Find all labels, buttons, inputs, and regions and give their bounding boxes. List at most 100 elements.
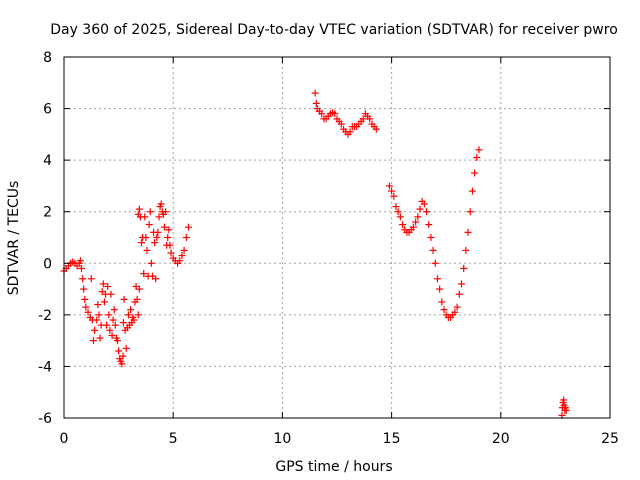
- data-point: [433, 275, 441, 283]
- data-point: [107, 290, 115, 298]
- data-point: [133, 295, 141, 303]
- data-point: [147, 259, 155, 267]
- data-point: [318, 110, 326, 118]
- x-tick-label: 0: [60, 431, 69, 447]
- data-point: [385, 182, 393, 190]
- y-tick-label: 8: [43, 50, 52, 66]
- data-point: [409, 223, 417, 231]
- data-point: [100, 298, 108, 306]
- data-point: [103, 321, 111, 329]
- data-point: [135, 205, 143, 213]
- data-point: [95, 311, 103, 319]
- data-point: [438, 298, 446, 306]
- data-point: [109, 316, 117, 324]
- data-point: [155, 213, 163, 221]
- x-tick-label: 20: [492, 431, 510, 447]
- data-point: [122, 344, 130, 352]
- axis-ticks: [63, 56, 611, 419]
- data-point: [152, 275, 160, 283]
- data-point: [84, 308, 92, 316]
- data-point: [176, 257, 184, 265]
- data-point: [93, 316, 101, 324]
- data-point: [180, 246, 188, 254]
- data-point: [119, 319, 127, 327]
- data-point: [178, 252, 186, 260]
- data-point: [166, 241, 174, 249]
- data-point: [89, 337, 97, 345]
- data-point: [110, 306, 118, 314]
- chart-title: Day 360 of 2025, Sidereal Day-to-day VTE…: [50, 22, 618, 38]
- data-point: [154, 228, 162, 236]
- data-point: [346, 128, 354, 136]
- data-point: [124, 311, 132, 319]
- data-point: [466, 208, 474, 216]
- data-point: [464, 228, 472, 236]
- data-point: [436, 285, 444, 293]
- data-point: [130, 316, 138, 324]
- data-point: [76, 257, 84, 265]
- x-axis-title: GPS time / hours: [275, 459, 392, 475]
- x-tick-label: 10: [273, 431, 291, 447]
- data-point: [120, 295, 128, 303]
- x-tick-label: 15: [383, 431, 401, 447]
- data-point: [118, 360, 126, 368]
- data-point: [331, 110, 339, 118]
- x-tick-labels: 0 5 10 15 20 25: [60, 431, 619, 447]
- data-point: [182, 234, 190, 241]
- data-point: [153, 234, 161, 241]
- data-point: [429, 246, 437, 254]
- data-point: [431, 259, 439, 267]
- data-point: [471, 169, 479, 177]
- data-point: [372, 125, 380, 133]
- data-point: [106, 326, 114, 334]
- data-point: [455, 290, 463, 298]
- data-point: [104, 282, 112, 290]
- data-point: [143, 246, 151, 254]
- data-point: [337, 120, 345, 128]
- data-point: [451, 308, 459, 316]
- data-point: [77, 264, 85, 272]
- data-point: [111, 321, 119, 329]
- data-point: [473, 154, 481, 162]
- data-point: [420, 200, 428, 208]
- data-point: [412, 218, 420, 226]
- y-axis-title: SDTVAR / TECUs: [6, 181, 22, 296]
- data-point: [425, 221, 433, 229]
- data-point: [366, 115, 374, 123]
- y-tick-label: 4: [43, 153, 52, 169]
- plot-frame: [63, 56, 611, 419]
- data-point: [160, 223, 168, 231]
- data-point: [167, 249, 175, 257]
- data-point: [108, 331, 116, 339]
- data-point: [96, 334, 104, 342]
- data-point: [475, 146, 483, 154]
- data-point: [453, 303, 461, 311]
- data-point: [423, 208, 431, 216]
- y-tick-label: 6: [43, 102, 52, 118]
- data-point: [115, 347, 123, 355]
- data-point: [127, 306, 135, 314]
- data-point: [99, 280, 107, 288]
- data-point: [140, 270, 148, 278]
- data-point: [119, 352, 127, 360]
- data-point: [91, 326, 99, 334]
- data-point: [440, 306, 448, 314]
- data-point: [462, 246, 470, 254]
- data-point: [396, 213, 404, 221]
- y-tick-label: -4: [38, 359, 52, 375]
- data-point: [414, 213, 422, 221]
- data-point: [388, 187, 396, 195]
- data-point: [394, 208, 402, 216]
- grid-lines: [64, 57, 610, 418]
- data-point: [427, 234, 435, 241]
- x-tick-label: 25: [601, 431, 619, 447]
- data-point: [105, 311, 113, 319]
- data-point: [87, 275, 95, 283]
- data-point: [164, 234, 172, 241]
- data-point: [184, 223, 192, 231]
- data-point: [146, 208, 154, 216]
- data-point: [81, 295, 89, 303]
- data-point: [151, 239, 159, 247]
- data-point: [165, 226, 173, 234]
